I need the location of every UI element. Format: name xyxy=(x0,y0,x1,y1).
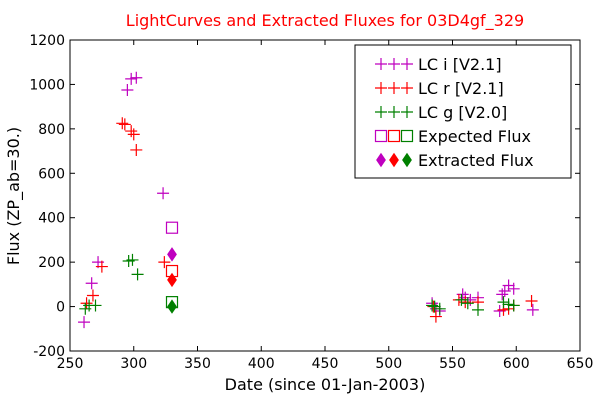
data-point xyxy=(525,295,538,308)
legend-marker xyxy=(389,152,399,168)
y-tick-label: 800 xyxy=(38,122,65,138)
data-point xyxy=(158,256,171,269)
legend-marker xyxy=(400,129,414,143)
data-point xyxy=(125,72,138,85)
data-point xyxy=(157,187,170,200)
legend-marker xyxy=(375,106,387,118)
data-point xyxy=(85,277,98,290)
x-tick-label: 550 xyxy=(439,356,466,372)
y-tick-label: 0 xyxy=(56,300,65,316)
legend-marker xyxy=(375,58,387,70)
data-point xyxy=(455,293,468,306)
data-point xyxy=(526,303,539,316)
x-axis-label: Date (since 01-Jan-2003) xyxy=(225,375,426,394)
axes: 250 300 350 400 450 500 550 600 650 -200 0 200 400 60… xyxy=(29,33,593,372)
plot-area xyxy=(78,71,539,329)
x-tick-label: 400 xyxy=(248,356,275,372)
data-point xyxy=(167,247,177,262)
legend-label: LC i [V2.1] xyxy=(418,55,502,74)
data-point xyxy=(472,303,484,316)
legend-marker xyxy=(401,58,413,70)
legend-marker xyxy=(375,82,387,94)
data-point xyxy=(131,268,144,281)
data-point xyxy=(121,83,134,96)
y-tick-label: 1000 xyxy=(29,77,65,93)
data-point xyxy=(167,272,177,288)
legend-marker xyxy=(388,106,400,118)
x-tick-label: 300 xyxy=(120,356,147,372)
data-point xyxy=(461,297,474,310)
data-point xyxy=(429,310,442,323)
data-point xyxy=(496,288,509,301)
data-point xyxy=(80,297,93,310)
legend-label: LC g [V2.0] xyxy=(418,103,507,122)
data-point xyxy=(167,299,177,314)
data-point xyxy=(165,221,179,234)
data-point xyxy=(116,117,129,130)
data-point xyxy=(126,253,139,266)
y-tick-label: 200 xyxy=(38,255,65,271)
y-tick-label: 400 xyxy=(38,211,65,227)
x-tick-label: 650 xyxy=(567,356,594,372)
x-tick-label: 350 xyxy=(184,356,211,372)
y-tick-label: 600 xyxy=(38,166,65,182)
data-point xyxy=(118,118,131,131)
y-tick-label: 1200 xyxy=(29,33,65,49)
legend-marker xyxy=(376,152,386,168)
chart-title: LightCurves and Extracted Fluxes for 03D… xyxy=(126,11,524,31)
data-point xyxy=(502,298,515,311)
x-tick-label: 250 xyxy=(57,356,84,372)
legend-marker xyxy=(387,129,401,143)
x-tick-label: 450 xyxy=(312,356,339,372)
data-point xyxy=(89,299,102,312)
data-point xyxy=(507,282,520,295)
data-point xyxy=(130,71,143,84)
legend-marker xyxy=(388,82,400,94)
legend-marker xyxy=(374,129,388,143)
data-point xyxy=(95,260,108,273)
x-tick-label: 500 xyxy=(375,356,402,372)
legend-marker xyxy=(388,58,400,70)
x-tick-label: 600 xyxy=(503,356,530,372)
data-point xyxy=(125,125,138,138)
data-point xyxy=(497,296,510,309)
data-point xyxy=(433,302,446,315)
data-point xyxy=(78,316,91,329)
y-axis-label: Flux (ZP_ab=30.) xyxy=(4,127,24,265)
y-tick-label: -200 xyxy=(33,344,65,360)
legend-label: LC r [V2.1] xyxy=(418,79,504,98)
legend-marker xyxy=(401,106,413,118)
data-point xyxy=(127,128,140,141)
legend: LC i [V2.1] LC r [V2.1] LC g [V2.0] Expecte… xyxy=(354,44,572,179)
data-point xyxy=(130,143,143,156)
data-point xyxy=(426,299,439,312)
legend-label: Expected Flux xyxy=(418,127,531,146)
legend-marker xyxy=(401,82,413,94)
data-point xyxy=(86,289,99,302)
data-point xyxy=(502,279,515,292)
legend-label: Extracted Flux xyxy=(418,151,534,170)
data-point xyxy=(428,300,441,313)
data-point xyxy=(507,299,520,312)
legend-marker xyxy=(402,152,412,168)
